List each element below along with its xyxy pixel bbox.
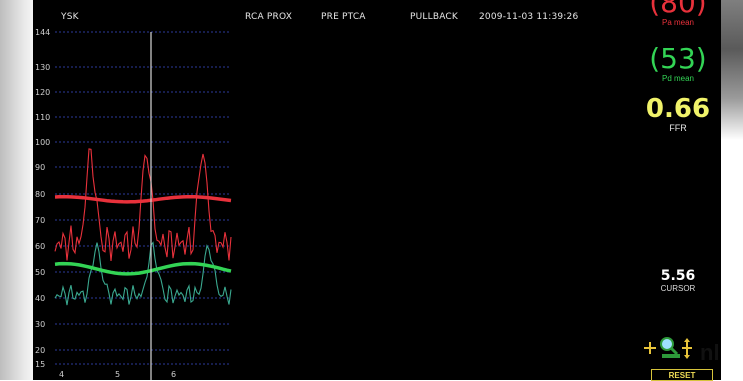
x-tick-label: 6 [171, 370, 176, 379]
y-tick-label: 70 [35, 216, 45, 225]
y-tick-label: 40 [35, 294, 45, 303]
pa-mean-value: (80) [649, 0, 707, 19]
y-tick-label: 60 [35, 242, 45, 251]
y-tick-label: 80 [35, 190, 45, 199]
y-tick-label: 90 [35, 163, 45, 172]
magnifier-icon[interactable] [660, 337, 680, 358]
timestamp: 2009-11-03 11:39:26 [479, 12, 579, 22]
pa-mean-trace [54, 194, 232, 204]
cursor-readout: 5.56 CURSOR [628, 268, 721, 293]
y-tick-label: 15 [35, 360, 45, 369]
vessel-label: RCA PROX [245, 12, 293, 22]
pd-mean-label: Pd mean [661, 74, 695, 83]
y-tick-label: 100 [35, 138, 50, 147]
mode-label: PULLBACK [410, 12, 459, 22]
cursor-value: 5.56 [660, 268, 696, 284]
y-tick-label: 50 [35, 268, 45, 277]
pa-mean-label: Pa mean [661, 18, 695, 27]
pd-value: (53) [649, 42, 707, 75]
cursor-label: CURSOR [660, 284, 696, 293]
pd-raw-trace [54, 241, 232, 306]
pa-mean-readout: (80) Pa mean [628, 0, 721, 28]
pd-mean-trace [54, 261, 232, 276]
x-tick-label: 4 [59, 370, 64, 379]
tool-bar [612, 330, 692, 360]
y-tick-label: 130 [35, 63, 50, 72]
ffr-label: FFR [669, 123, 687, 133]
pressure-chart[interactable]: 144 130 120 110 100 90 80 70 60 50 40 30 20 15 4 5 6 [33, 22, 273, 380]
patient-id: YSK [61, 12, 79, 22]
ffr-value: 0.66 [645, 94, 711, 124]
reset-button[interactable]: RESET [651, 369, 713, 381]
pd-readout: (53) Pd mean [628, 44, 721, 84]
overflow-text: nl [700, 340, 720, 365]
y-tick-label: 144 [35, 28, 50, 37]
plus-icon[interactable] [644, 342, 656, 354]
y-tick-label: 120 [35, 88, 50, 97]
ffr-readout: 0.66 FFR [628, 95, 721, 133]
pa-raw-trace [54, 148, 232, 261]
y-tick-label: 110 [35, 113, 50, 122]
x-tick-label: 5 [115, 370, 120, 379]
phase-label: PRE PTCA [321, 12, 366, 22]
move-arrows-icon[interactable] [682, 338, 692, 359]
monitor-screen: YSK RCA PROX PRE PTCA PULLBACK 2009-11-0… [33, 0, 721, 380]
y-tick-label: 30 [35, 320, 45, 329]
y-tick-label: 20 [35, 346, 45, 355]
